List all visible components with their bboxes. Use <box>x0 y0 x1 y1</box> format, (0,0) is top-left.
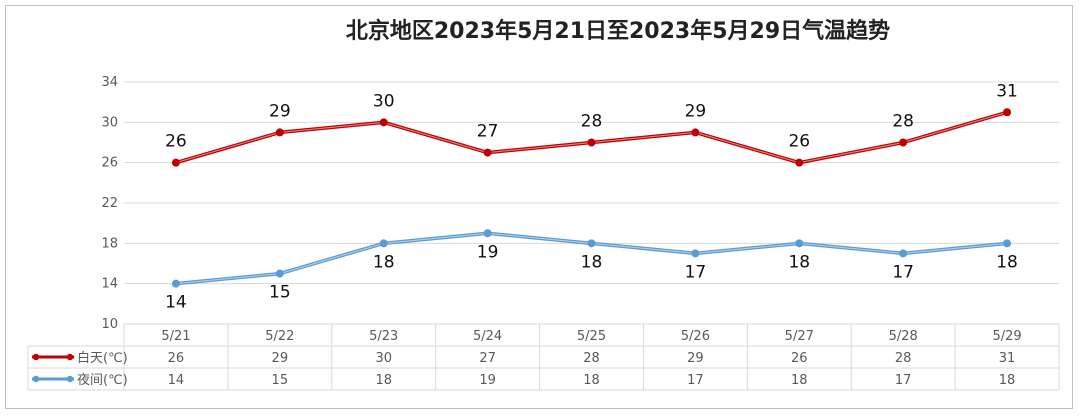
table-cell: 18 <box>583 373 600 388</box>
data-point <box>483 148 492 157</box>
data-point <box>691 128 700 137</box>
data-label: 26 <box>165 132 187 152</box>
table-cell: 17 <box>895 373 912 388</box>
x-tick-label: 5/29 <box>992 329 1021 344</box>
table-cell: 29 <box>272 351 289 366</box>
legend-marker <box>32 375 40 383</box>
data-label: 19 <box>477 242 499 262</box>
series-group: 26 29 30 27 28 29 26 28 31 14 15 18 19 18 17 18 17 18 <box>165 81 1018 312</box>
legend-label: 夜间(℃) <box>77 373 128 388</box>
table-cell: 26 <box>168 351 185 366</box>
y-tick-label: 30 <box>101 115 118 130</box>
table-cell: 18 <box>999 373 1016 388</box>
table-cell: 17 <box>687 373 704 388</box>
table-cell: 27 <box>479 351 496 366</box>
data-point <box>275 128 284 137</box>
data-label: 31 <box>996 81 1018 101</box>
table-cell: 19 <box>479 373 496 388</box>
x-tick-label: 5/26 <box>681 329 710 344</box>
y-axis: 10 14 18 22 26 30 34 <box>101 75 118 332</box>
x-tick-label: 5/25 <box>577 329 606 344</box>
series-0: 26 29 30 27 28 29 26 28 31 <box>165 81 1018 167</box>
y-tick-label: 18 <box>101 236 118 251</box>
line-chart: 北京地区2023年5月21日至2023年5月29日气温趋势 10 14 18 22 26… <box>27 18 1060 391</box>
table-cell: 18 <box>791 373 808 388</box>
data-point <box>379 239 388 248</box>
y-tick-label: 26 <box>101 156 118 171</box>
data-label: 28 <box>581 112 603 132</box>
table-cell: 18 <box>375 373 392 388</box>
legend-marker <box>66 375 74 383</box>
table-cell: 30 <box>375 351 392 366</box>
x-tick-label: 5/22 <box>265 329 294 344</box>
chart-title: 北京地区2023年5月21日至2023年5月29日气温趋势 <box>346 18 890 44</box>
x-tick-label: 5/23 <box>369 329 398 344</box>
data-label: 17 <box>892 262 914 282</box>
y-tick-label: 10 <box>101 317 118 332</box>
data-point <box>171 279 180 288</box>
data-label: 18 <box>373 252 395 272</box>
data-label: 29 <box>269 101 291 121</box>
data-point <box>1003 239 1012 248</box>
data-point <box>379 118 388 127</box>
y-tick-label: 34 <box>101 75 118 90</box>
data-label: 15 <box>269 283 291 303</box>
data-point <box>483 229 492 238</box>
table-cell: 28 <box>895 351 912 366</box>
series-1: 14 15 18 19 18 17 18 17 18 <box>165 229 1018 313</box>
data-point <box>899 249 908 258</box>
legend-marker <box>32 353 40 361</box>
data-label: 29 <box>685 101 707 121</box>
data-label: 18 <box>581 252 603 272</box>
x-tick-label: 5/28 <box>889 329 918 344</box>
data-label: 26 <box>788 132 810 152</box>
data-label: 18 <box>788 252 810 272</box>
data-label: 30 <box>373 91 395 111</box>
table-cell: 14 <box>168 373 185 388</box>
x-tick-label: 5/24 <box>473 329 502 344</box>
y-tick-label: 22 <box>101 196 118 211</box>
data-point <box>587 239 596 248</box>
data-point <box>1003 108 1012 117</box>
data-table: 5/21 5/22 5/23 5/24 5/25 5/26 5/27 5/28 5/29 白天(℃… <box>27 323 1060 391</box>
data-point <box>587 138 596 147</box>
data-label: 17 <box>685 262 707 282</box>
data-point <box>899 138 908 147</box>
data-label: 27 <box>477 122 499 142</box>
data-label: 14 <box>165 293 187 313</box>
chart-frame: 北京地区2023年5月21日至2023年5月29日气温趋势 10 14 18 22 26… <box>5 5 1073 409</box>
table-cell: 15 <box>272 373 289 388</box>
legend-label: 白天(℃) <box>77 350 128 366</box>
data-label: 28 <box>892 112 914 132</box>
data-label: 18 <box>996 252 1018 272</box>
data-point <box>171 158 180 167</box>
table-cell: 28 <box>583 351 600 366</box>
data-point <box>795 239 804 248</box>
data-point <box>691 249 700 258</box>
x-tick-label: 5/27 <box>785 329 814 344</box>
table-cell: 26 <box>791 351 808 366</box>
x-tick-label: 5/21 <box>161 329 190 344</box>
data-point <box>275 269 284 278</box>
y-tick-label: 14 <box>101 277 118 292</box>
table-cell: 31 <box>999 351 1016 366</box>
table-cell: 29 <box>687 351 704 366</box>
legend-marker <box>66 353 74 361</box>
data-point <box>795 158 804 167</box>
